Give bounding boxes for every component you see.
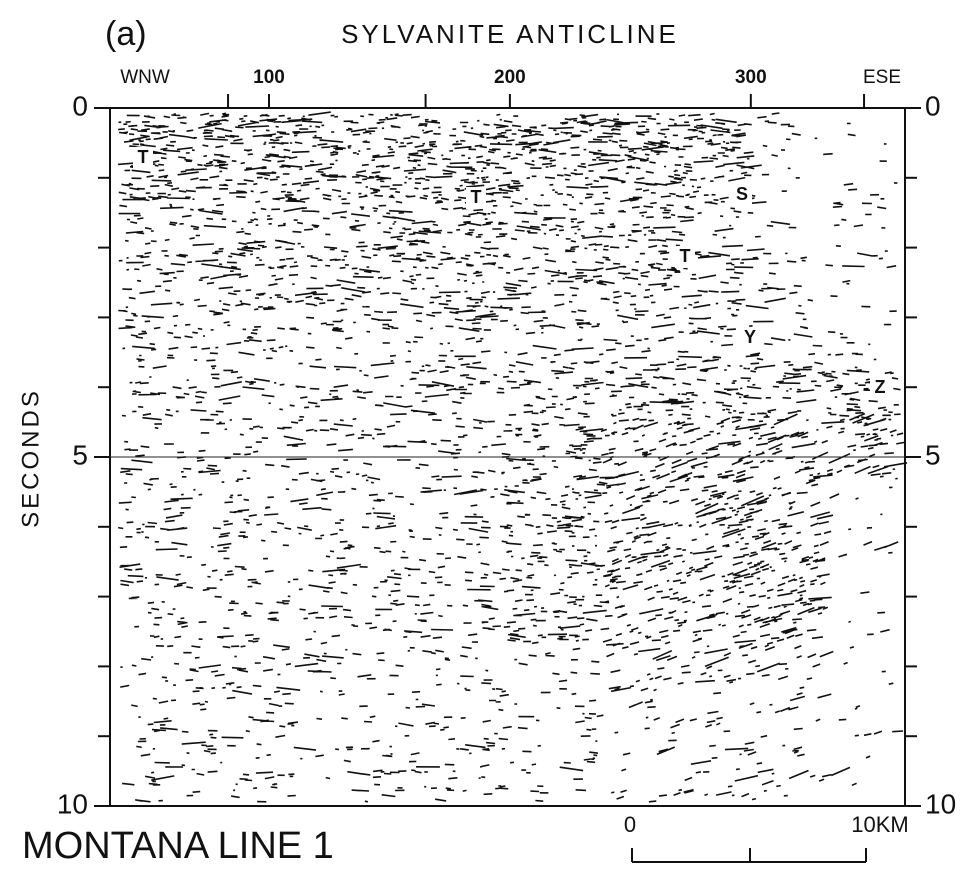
scale-label: 0 <box>624 812 636 837</box>
y-tick-label: 0 <box>925 90 941 121</box>
annotation: S <box>736 184 748 204</box>
x-tick-label: 100 <box>253 67 285 88</box>
annotation-bg <box>466 187 486 209</box>
end-label: ESE <box>863 67 901 88</box>
scale-bar: 0 10KM <box>624 812 909 863</box>
annotation: T <box>138 147 149 167</box>
annotation-bg <box>133 147 153 169</box>
annotation: T <box>471 187 482 207</box>
y-tick-label: 10 <box>925 788 956 819</box>
y-tick-label: 10 <box>57 788 88 819</box>
scale-label: 10KM <box>851 812 908 837</box>
annotation: Y <box>744 327 756 347</box>
annotation-bg <box>740 327 760 349</box>
y-tick-label: 5 <box>925 439 941 470</box>
y-axis-label: SECONDS <box>17 388 44 528</box>
annotation-bg <box>732 184 752 206</box>
caption: MONTANA LINE 1 <box>22 825 334 867</box>
title: SYLVANITE ANTICLINE <box>341 19 679 49</box>
seismic-traces <box>118 111 908 803</box>
annotation: Z <box>875 377 886 397</box>
annotation-bg <box>870 377 890 399</box>
x-tick-label: 300 <box>735 67 767 88</box>
end-label: WNW <box>120 67 170 88</box>
y-tick-label: 5 <box>72 439 88 470</box>
y-tick-label: 0 <box>72 90 88 121</box>
annotation: T <box>680 246 691 266</box>
panel-label: (a) <box>105 15 147 53</box>
x-tick-label: 200 <box>494 67 526 88</box>
annotation-bg <box>675 246 695 268</box>
